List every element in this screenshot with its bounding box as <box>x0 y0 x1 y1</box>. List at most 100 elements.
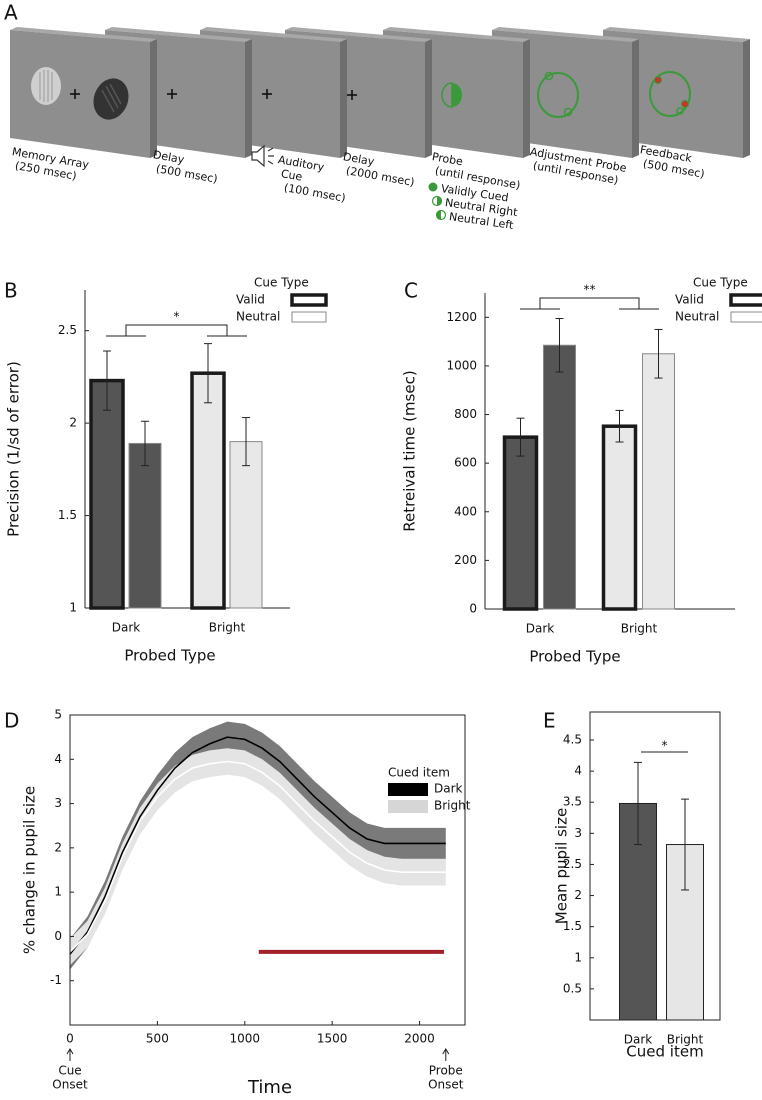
x-tick-label: Dark <box>624 1033 653 1047</box>
legend-icon-right-fill <box>437 196 442 206</box>
panel-label: D <box>4 709 19 733</box>
annotation-arrow <box>442 1048 450 1061</box>
adjustment-circle <box>537 72 579 118</box>
significance-label: * <box>662 739 668 753</box>
legend-swatch <box>290 293 328 307</box>
adjustment-dot <box>544 71 554 81</box>
plot-frame <box>69 714 466 1026</box>
legend-label: Valid <box>675 293 704 307</box>
legend-title: Cue Type <box>693 276 748 290</box>
y-axis-label: % change in pupil size <box>21 786 39 954</box>
screen-label: (500 msec) <box>155 162 219 186</box>
legend-label: Valid <box>236 293 265 307</box>
line <box>69 760 446 953</box>
grating-stripes <box>39 70 53 102</box>
y-tick-label: 1 <box>54 885 62 899</box>
y-tick-label: 1.5 <box>563 919 582 933</box>
x-tick-label: Dark <box>112 621 141 635</box>
probe-half-filled <box>452 83 462 107</box>
screen-edge <box>245 39 252 158</box>
x-axis-label: Cued item <box>626 1043 703 1061</box>
screen-label: (2000 msec) <box>345 164 416 189</box>
feedback-dot <box>681 100 689 108</box>
screen-top <box>492 27 639 42</box>
legend-label: Neutral <box>236 310 280 324</box>
light-grating <box>31 67 61 105</box>
screen-top <box>10 27 157 42</box>
screen-top <box>200 27 347 42</box>
x-tick-label: 1000 <box>230 1032 261 1046</box>
screen-edge <box>743 39 750 158</box>
screen-label: (100 msec) <box>283 181 347 205</box>
legend-title: Cue Type <box>254 276 309 290</box>
screen-top <box>105 27 252 42</box>
screen-label: Delay <box>152 148 186 166</box>
x-tick-label: Dark <box>526 622 555 636</box>
y-tick-label: 3 <box>54 796 62 810</box>
y-tick-label: 400 <box>454 504 477 518</box>
y-tick-label: 2 <box>54 840 62 854</box>
y-tick-label: 3.5 <box>563 795 582 809</box>
screen-edge <box>425 39 432 158</box>
bracket <box>125 324 228 336</box>
y-tick-label: 1 <box>69 601 77 615</box>
y-axis-label: Precision (1/sd of error) <box>5 361 23 537</box>
y-tick-label: 1000 <box>446 358 477 372</box>
x-axis-label: Time <box>247 1077 292 1098</box>
y-tick-label: 0 <box>469 602 477 616</box>
y-tick-label: 3 <box>574 826 582 840</box>
legend-label: Dark <box>434 782 463 796</box>
y-tick-label: 4.5 <box>563 733 582 747</box>
y-tick-label: 1200 <box>446 310 477 324</box>
x-tick-label: Bright <box>209 621 246 635</box>
screen-top <box>383 27 530 42</box>
error-band <box>70 748 446 966</box>
line <box>69 736 446 955</box>
y-tick-label: 2.5 <box>563 857 582 871</box>
bar <box>502 435 539 611</box>
x-axis-label: Probed Type <box>124 647 215 665</box>
y-tick-label: 2.5 <box>58 323 77 337</box>
bar <box>89 378 125 610</box>
legend-label: Neutral <box>675 310 719 324</box>
adjustment-dot <box>563 107 573 117</box>
x-tick-label: 2000 <box>404 1032 435 1046</box>
speaker-icon <box>251 144 274 168</box>
legend-swatch <box>729 293 762 307</box>
y-axis-label: Mean pupil size <box>553 808 571 924</box>
y-tick-label: 4 <box>574 764 582 778</box>
fixation-crosses <box>70 89 357 100</box>
screen-edge <box>340 39 347 158</box>
annotation: Onset <box>428 1078 464 1092</box>
screen-top <box>285 27 432 42</box>
y-tick-label: 1.5 <box>58 508 77 522</box>
panel-label: A <box>4 1 18 25</box>
y-tick-label: -1 <box>50 973 62 987</box>
significance-label: * <box>174 310 180 324</box>
y-tick-label: 1 <box>574 950 582 964</box>
feedback-dot <box>654 76 662 84</box>
feedback-circle <box>649 71 691 117</box>
legend-swatch <box>291 311 327 323</box>
screen-label: Probe <box>431 150 464 168</box>
bar <box>229 441 263 609</box>
screen-label: Cue <box>280 167 304 184</box>
legend-swatch <box>730 311 762 323</box>
y-axis-label: Retreival time (msec) <box>401 370 419 531</box>
y-tick-label: 800 <box>454 407 477 421</box>
screen-edge <box>523 39 530 158</box>
screen-edge <box>150 39 157 158</box>
bar <box>601 424 638 611</box>
bar <box>543 344 576 610</box>
bracket <box>539 297 640 309</box>
panel-label: C <box>404 279 418 303</box>
legend-icon-valid <box>428 182 438 192</box>
x-tick-label: 500 <box>146 1032 169 1046</box>
y-tick-label: 200 <box>454 553 477 567</box>
significance-label: ** <box>584 283 596 297</box>
screen-top <box>603 27 750 42</box>
bar <box>128 442 162 609</box>
screen-edge <box>632 39 639 158</box>
